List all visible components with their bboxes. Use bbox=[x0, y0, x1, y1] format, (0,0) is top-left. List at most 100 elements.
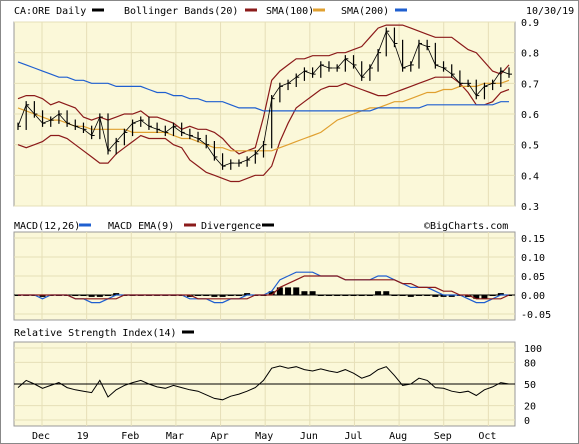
legend-label-sma200: SMA(200) bbox=[341, 6, 389, 17]
divergence-bar bbox=[293, 287, 300, 295]
divergence-bar bbox=[195, 295, 202, 296]
divergence-bar bbox=[440, 295, 447, 297]
divergence-bar bbox=[465, 295, 472, 297]
rsi-y-tick: 20 bbox=[524, 402, 536, 413]
divergence-bar bbox=[203, 295, 210, 296]
divergence-bar bbox=[96, 295, 103, 297]
macd-y-tick: 0.00 bbox=[521, 291, 545, 302]
divergence-bar bbox=[489, 295, 496, 296]
divergence-bar bbox=[227, 295, 234, 296]
price-y-tick: 0.8 bbox=[521, 49, 539, 60]
divergence-bar bbox=[448, 295, 455, 297]
price-y-tick: 0.5 bbox=[521, 141, 539, 152]
divergence-bar bbox=[432, 295, 439, 297]
divergence-bar bbox=[391, 295, 398, 296]
x-axis-labels: Dec 19 Feb Mar Apr May Jun Jul Aug Sep Oct bbox=[32, 431, 496, 442]
divergence-bar bbox=[497, 293, 504, 295]
macd-y-tick: 0.05 bbox=[521, 272, 545, 283]
legend-label-divergence: Divergence bbox=[201, 221, 261, 232]
divergence-bar bbox=[268, 291, 275, 295]
x-axis-label: 19 bbox=[77, 431, 89, 442]
divergence-bar bbox=[285, 287, 292, 295]
x-axis-label: Sep bbox=[434, 431, 452, 442]
divergence-bar bbox=[276, 287, 283, 295]
divergence-bar bbox=[235, 295, 242, 296]
divergence-bar bbox=[415, 295, 422, 296]
price-y-axis: 0.9 0.8 0.7 0.6 0.5 0.4 0.3 bbox=[521, 18, 539, 213]
divergence-bar bbox=[334, 295, 341, 296]
divergence-bar bbox=[309, 291, 316, 295]
divergence-bar bbox=[481, 295, 488, 299]
price-grid bbox=[14, 21, 515, 207]
macd-y-tick: 0.10 bbox=[521, 253, 545, 264]
legend-label-macd: MACD(12,26) bbox=[14, 221, 80, 232]
x-axis-label: Oct bbox=[478, 431, 496, 442]
macd-y-tick: 0.15 bbox=[521, 234, 545, 245]
divergence-bar bbox=[219, 295, 226, 297]
divergence-bar bbox=[186, 295, 193, 297]
price-y-tick: 0.9 bbox=[521, 18, 539, 29]
divergence-bar bbox=[383, 291, 390, 295]
divergence-bar bbox=[358, 295, 365, 296]
divergence-bar bbox=[342, 295, 349, 296]
rsi-series bbox=[14, 365, 515, 401]
macd-panel: MACD(12,26) MACD EMA(9) Divergence ©BigC… bbox=[13, 221, 551, 321]
sma200-line bbox=[17, 61, 509, 112]
ticker-title: CA:ORE Daily bbox=[14, 6, 86, 17]
rsi-panel: Relative Strength Index(14) 100 80 50 20 0 bbox=[13, 328, 542, 427]
macd-y-tick: -0.05 bbox=[521, 310, 551, 321]
x-axis-label: Jun bbox=[300, 431, 318, 442]
x-axis-label: Dec bbox=[32, 431, 50, 442]
divergence-bar bbox=[113, 293, 120, 295]
divergence-bar bbox=[80, 295, 87, 296]
x-axis-label: Apr bbox=[211, 431, 229, 442]
watermark: ©BigCharts.com bbox=[424, 221, 508, 232]
legend-label-rsi: Relative Strength Index(14) bbox=[14, 328, 177, 339]
legend-label-bollinger: Bollinger Bands(20) bbox=[124, 6, 238, 17]
divergence-bar bbox=[366, 295, 373, 296]
bollinger-lower-line bbox=[17, 76, 510, 183]
divergence-bar bbox=[211, 295, 218, 297]
rsi-y-tick: 100 bbox=[524, 344, 542, 355]
divergence-bar bbox=[105, 295, 112, 296]
price-y-tick: 0.4 bbox=[521, 171, 539, 182]
price-panel: CA:ORE Daily Bollinger Bands(20) SMA(100… bbox=[13, 6, 574, 213]
macd-ema-line bbox=[18, 275, 510, 300]
divergence-bar bbox=[39, 295, 46, 297]
price-y-tick: 0.3 bbox=[521, 202, 539, 213]
price-y-tick: 0.7 bbox=[521, 79, 539, 90]
legend-label-sma100: SMA(100) bbox=[266, 6, 314, 17]
price-close-line bbox=[17, 30, 510, 167]
price-legend: CA:ORE Daily Bollinger Bands(20) SMA(100… bbox=[14, 6, 574, 17]
divergence-bar bbox=[72, 295, 79, 296]
divergence-bar bbox=[424, 295, 431, 296]
rsi-line bbox=[17, 365, 510, 401]
divergence-bar bbox=[88, 295, 95, 297]
rsi-y-tick: 0 bbox=[524, 416, 530, 427]
x-axis-label: Feb bbox=[121, 431, 139, 442]
divergence-bar bbox=[301, 291, 308, 295]
divergence-bar bbox=[244, 293, 251, 295]
divergence-bar bbox=[473, 295, 480, 299]
rsi-y-tick: 80 bbox=[524, 358, 536, 369]
divergence-bar bbox=[317, 295, 324, 296]
divergence-bar bbox=[399, 295, 406, 296]
macd-series bbox=[14, 271, 515, 304]
divergence-bar bbox=[350, 295, 357, 296]
x-axis-label: Mar bbox=[166, 431, 184, 442]
rsi-y-tick: 50 bbox=[524, 380, 536, 391]
x-axis-label: May bbox=[255, 431, 273, 442]
macd-y-axis: 0.15 0.10 0.05 0.00 -0.05 bbox=[521, 234, 551, 321]
x-axis-label: Aug bbox=[389, 431, 407, 442]
x-axis-label: Jul bbox=[344, 431, 362, 442]
divergence-bar bbox=[325, 295, 332, 296]
legend-label-macd-ema: MACD EMA(9) bbox=[108, 221, 174, 232]
as-of-date: 10/30/19 bbox=[526, 6, 574, 17]
rsi-y-axis: 100 80 50 20 0 bbox=[524, 344, 542, 427]
price-series bbox=[17, 24, 512, 183]
divergence-bar bbox=[407, 295, 414, 297]
divergence-bar bbox=[375, 291, 382, 295]
price-y-tick: 0.6 bbox=[521, 110, 539, 121]
